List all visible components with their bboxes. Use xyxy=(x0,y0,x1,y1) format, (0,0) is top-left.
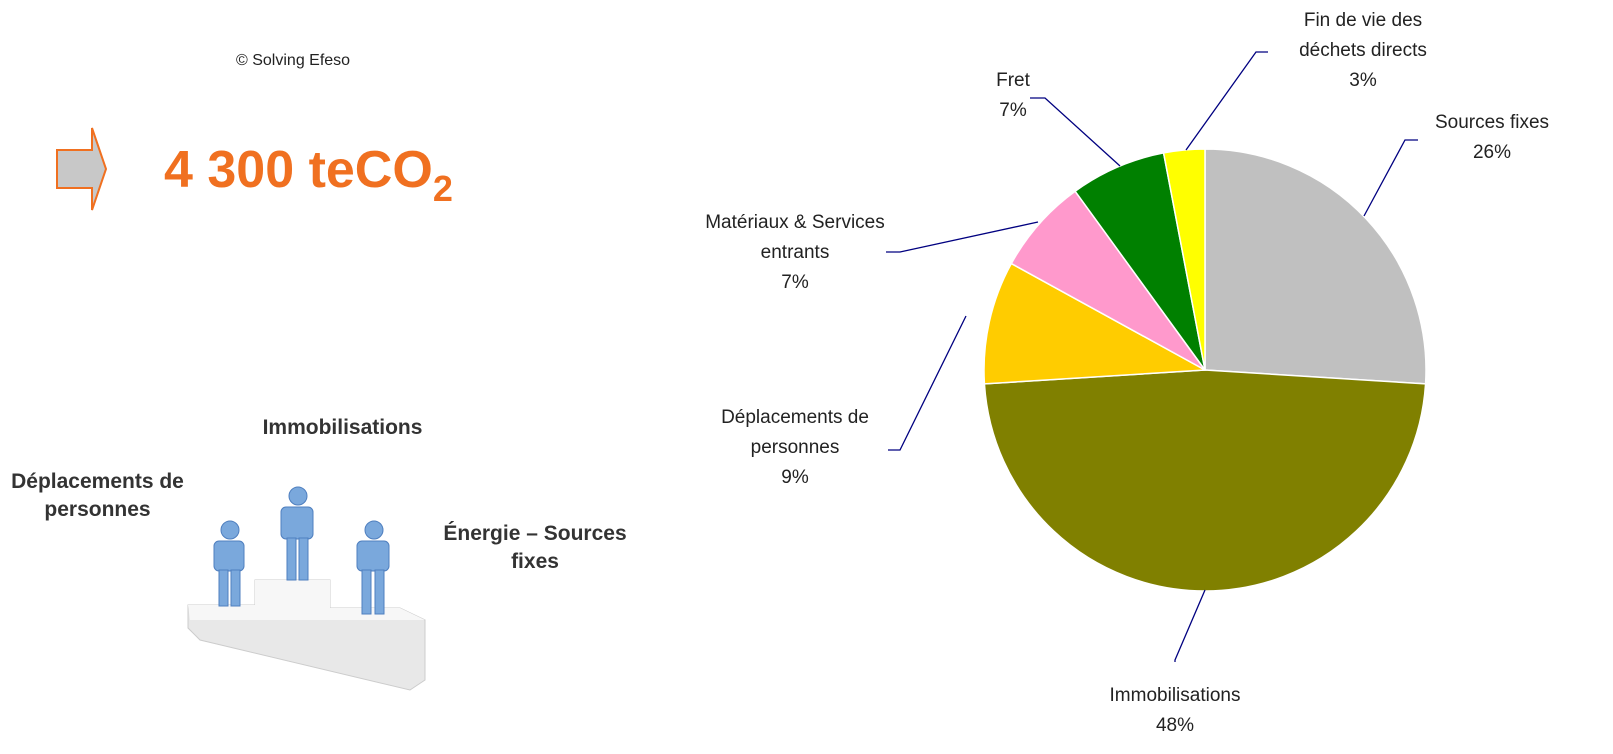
value-label: 7% xyxy=(781,272,809,293)
slice-label: Immobilisations 48% xyxy=(1075,681,1275,741)
leader-line xyxy=(1185,51,1268,151)
slice-label: Matériaux & Services entrants 7% xyxy=(700,208,890,298)
category-label: Sources fixes xyxy=(1434,112,1550,133)
value-label: 48% xyxy=(1155,715,1195,736)
total-subscript: 2 xyxy=(432,168,453,209)
leader-line xyxy=(888,315,967,451)
podium-illustration xyxy=(187,486,426,691)
slice-label: Déplacements de personnes 9% xyxy=(695,403,895,493)
value-label: 7% xyxy=(999,100,1027,121)
leader-line xyxy=(1030,97,1121,167)
podium-third: Énergie – Sources fixes xyxy=(443,522,627,573)
pie-slice xyxy=(1204,148,1427,385)
value-label: 26% xyxy=(1472,142,1512,163)
value-label: 3% xyxy=(1349,70,1377,91)
pie-slice xyxy=(1162,148,1206,371)
copyright: © Solving Efeso xyxy=(236,52,351,69)
total-text: 4 300 teCO xyxy=(164,141,433,199)
category-label: Immobilisations xyxy=(1109,685,1241,706)
leader-line xyxy=(1363,139,1418,217)
category-label: Fret xyxy=(996,70,1030,91)
arrow-icon xyxy=(56,127,108,211)
category-label: Matériaux & Services entrants xyxy=(705,212,885,263)
slice-label: Fin de vie des déchets directs 3% xyxy=(1278,6,1448,96)
leader-line xyxy=(886,221,1039,253)
leader-line xyxy=(1174,589,1206,662)
category-label: Déplacements de personnes xyxy=(721,407,869,458)
podium-first: Immobilisations xyxy=(262,416,423,439)
podium-second: Déplacements de personnes xyxy=(11,470,184,521)
value-label: 9% xyxy=(781,467,809,488)
slice-label: Fret 7% xyxy=(983,66,1043,126)
total-emissions: 4 300 teCO2 xyxy=(164,140,453,210)
category-label: Fin de vie des déchets directs xyxy=(1299,10,1427,61)
pie-slice xyxy=(983,369,1427,592)
slice-label: Sources fixes 26% xyxy=(1412,108,1572,168)
pie-slice xyxy=(983,262,1208,385)
